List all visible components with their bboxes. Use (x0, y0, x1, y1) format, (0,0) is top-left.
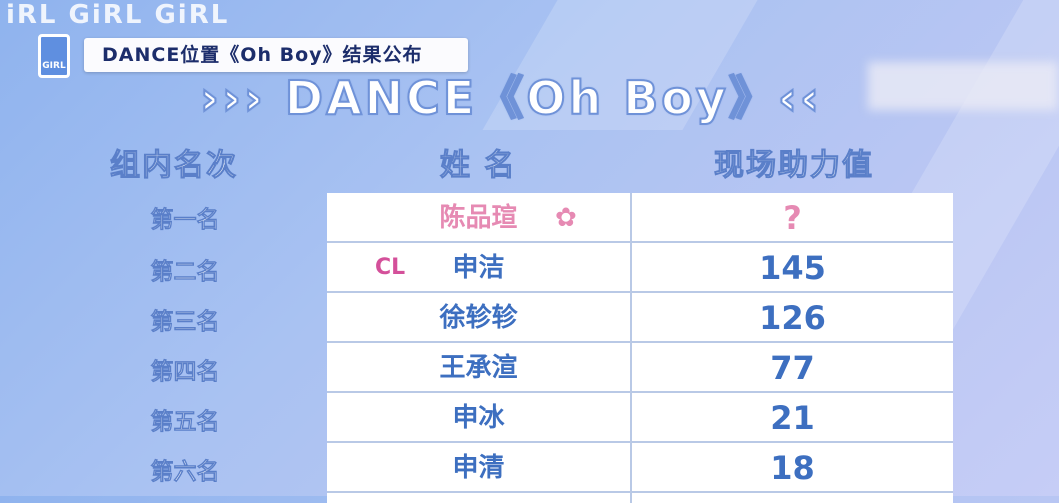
header-name: 姓 名 (439, 148, 517, 184)
table-row: CL 申洁 145 (327, 243, 953, 293)
table-row: 陈品瑄 ✿ ? (327, 193, 953, 243)
caption-banner: DANCE位置《Oh Boy》结果公布 (84, 38, 468, 72)
cl-tag: CL (375, 255, 406, 280)
table-row: 申清 18 (327, 443, 953, 493)
results-table: 陈品瑄 ✿ ? CL 申洁 145 徐轸轸 126 王承渲 77 申冰 21 申… (327, 193, 953, 503)
rank-label: 第二名 (150, 259, 220, 286)
support-value: 145 (759, 249, 826, 287)
table-row: 申冰 21 (327, 393, 953, 443)
show-logo: iRL GiRL GiRL (6, 0, 230, 30)
member-name: 申清 (452, 453, 505, 483)
column-divider (630, 193, 632, 503)
rank-label: 第三名 (150, 309, 220, 336)
member-name: 申洁 (452, 253, 505, 283)
table-row: 徐轸轸 126 (327, 293, 953, 343)
rank-label: 第一名 (150, 207, 220, 234)
member-name: 徐轸轸 (439, 303, 518, 333)
member-name: 王承渲 (439, 353, 518, 383)
girl-badge-icon: GIRL (38, 34, 70, 78)
member-name: 陈品瑄 (439, 203, 518, 233)
support-value: 77 (770, 349, 815, 387)
support-value: 126 (759, 299, 826, 337)
rank-label: 第五名 (150, 409, 220, 436)
support-value: 21 (770, 399, 815, 437)
rank-label: 第六名 (150, 459, 220, 486)
blurred-region (868, 62, 1058, 110)
page-title: ››› DANCE《Oh Boy》‹‹ (199, 70, 822, 126)
support-value: ? (783, 199, 802, 237)
table-row: 王承渲 77 (327, 343, 953, 393)
sakura-icon: ✿ (555, 203, 577, 233)
member-name: 申冰 (452, 403, 505, 433)
header-value: 现场助力值 (714, 148, 874, 184)
header-rank: 组内名次 (110, 148, 238, 184)
support-value: 18 (770, 449, 815, 487)
rank-label: 第四名 (150, 359, 220, 386)
